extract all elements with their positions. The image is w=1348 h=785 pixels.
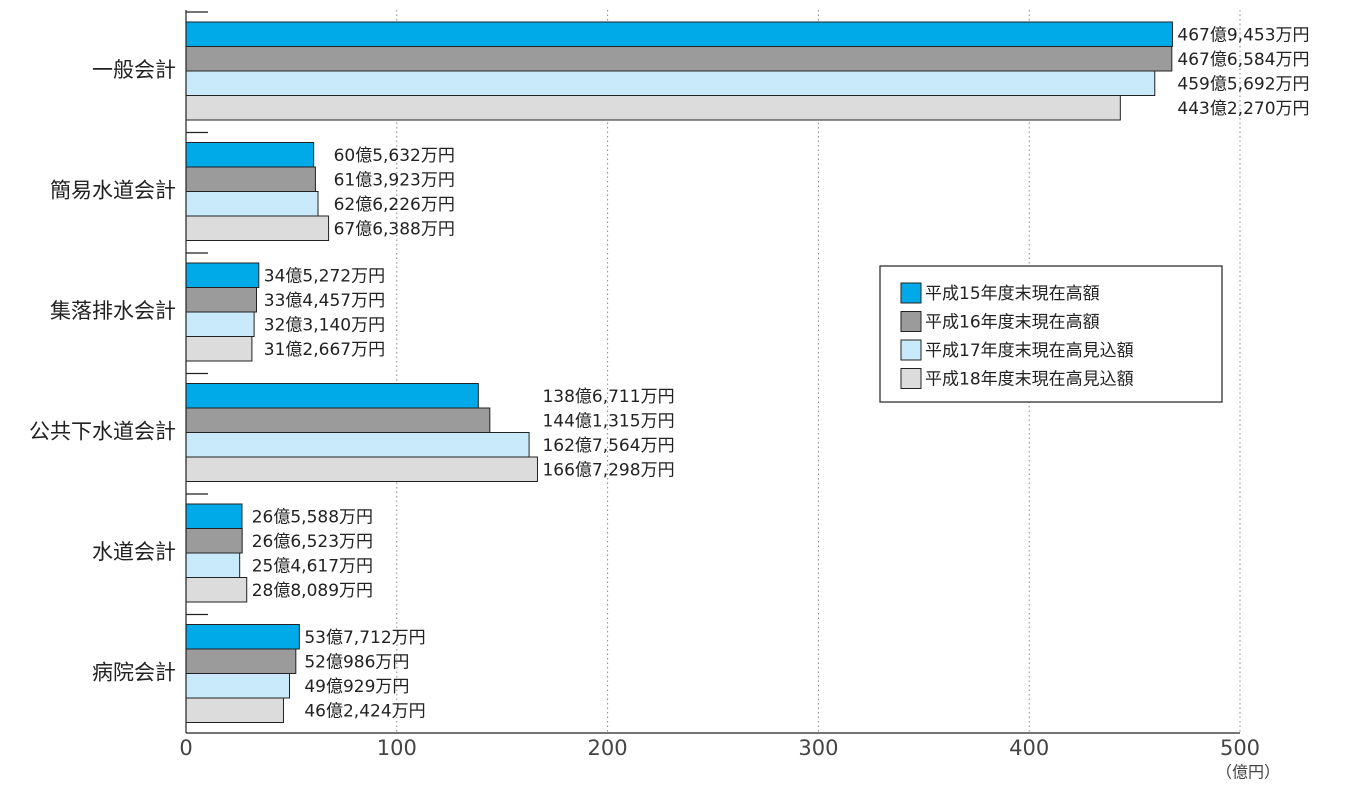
bar — [185, 648, 297, 674]
value-label: 60億5,632万円 — [334, 146, 455, 166]
legend-box — [879, 265, 1223, 403]
value-label: 61億3,923万円 — [334, 170, 455, 190]
value-label: 459億5,692万円 — [1177, 74, 1309, 94]
bar — [185, 577, 248, 603]
value-label: 52億986万円 — [304, 652, 409, 672]
bar — [185, 552, 241, 578]
x-tick-label: 500 — [1220, 736, 1260, 760]
bar — [185, 95, 1121, 121]
legend-label: 平成15年度末現在高額 — [925, 284, 1100, 304]
x-unit: （億円） — [1216, 763, 1280, 782]
value-label: 166億7,298万円 — [542, 460, 674, 480]
value-label: 28億8,089万円 — [252, 581, 373, 601]
legend-swatch — [900, 368, 922, 389]
legend-swatch — [900, 311, 922, 332]
bar — [185, 336, 253, 362]
value-label: 67億6,388万円 — [334, 219, 455, 239]
bar — [185, 528, 243, 554]
value-label: 53億7,712万円 — [304, 628, 425, 648]
value-label: 32億3,140万円 — [264, 315, 385, 335]
bar — [185, 383, 479, 409]
legend-label: 平成18年度末現在高見込額 — [925, 370, 1134, 390]
value-label: 25億4,617万円 — [252, 556, 373, 576]
value-label: 138億6,711万円 — [542, 387, 674, 407]
x-tick-label: 400 — [1009, 736, 1049, 760]
value-label: 26億5,588万円 — [252, 507, 373, 527]
legend-label: 平成17年度末現在高見込額 — [925, 341, 1134, 361]
bar — [185, 166, 316, 192]
y-tick-label: 簡易水道会計 — [50, 179, 176, 203]
value-label: 467億9,453万円 — [1177, 25, 1309, 45]
value-label: 144億1,315万円 — [542, 411, 674, 431]
value-label: 162億7,564万円 — [542, 436, 674, 456]
value-label: 467億6,584万円 — [1177, 50, 1309, 70]
bar — [185, 456, 538, 482]
bar — [185, 503, 243, 529]
value-label: 31億2,667万円 — [264, 340, 385, 360]
value-label: 62億6,226万円 — [334, 195, 455, 215]
value-label: 34億5,272万円 — [264, 266, 385, 286]
y-tick-label: 一般会計 — [92, 58, 176, 82]
bar — [185, 21, 1173, 47]
bar — [185, 624, 300, 650]
x-tick-label: 0 — [179, 736, 192, 760]
bar — [185, 697, 284, 723]
bar — [185, 215, 330, 241]
legend: 平成15年度末現在高額平成16年度末現在高額平成17年度末現在高見込額平成18年… — [879, 265, 1223, 403]
bar — [185, 191, 319, 217]
bar — [185, 142, 315, 168]
value-label: 46億2,424万円 — [304, 701, 425, 721]
bar — [185, 262, 260, 288]
value-label: 33億4,457万円 — [264, 291, 385, 311]
y-tick-label: 集落排水会計 — [50, 299, 176, 323]
bar — [185, 673, 290, 699]
x-tick-label: 100 — [377, 736, 417, 760]
bar — [185, 287, 258, 313]
value-label: 49億929万円 — [304, 677, 409, 697]
legend-label: 平成16年度末現在高額 — [925, 313, 1100, 333]
bar — [185, 432, 530, 458]
y-tick-label: 病院会計 — [92, 661, 176, 685]
x-tick-label: 200 — [588, 736, 628, 760]
y-tick-label: 公共下水道会計 — [29, 420, 176, 444]
legend-swatch — [900, 339, 922, 361]
legend-swatch — [900, 282, 922, 304]
bar — [185, 70, 1156, 96]
value-label: 443億2,270万円 — [1177, 99, 1309, 119]
value-label: 26億6,523万円 — [252, 532, 373, 552]
bar — [185, 311, 255, 337]
bar — [185, 407, 491, 433]
bar — [185, 46, 1173, 72]
y-tick-label: 水道会計 — [92, 540, 176, 564]
x-tick-label: 300 — [798, 736, 838, 760]
